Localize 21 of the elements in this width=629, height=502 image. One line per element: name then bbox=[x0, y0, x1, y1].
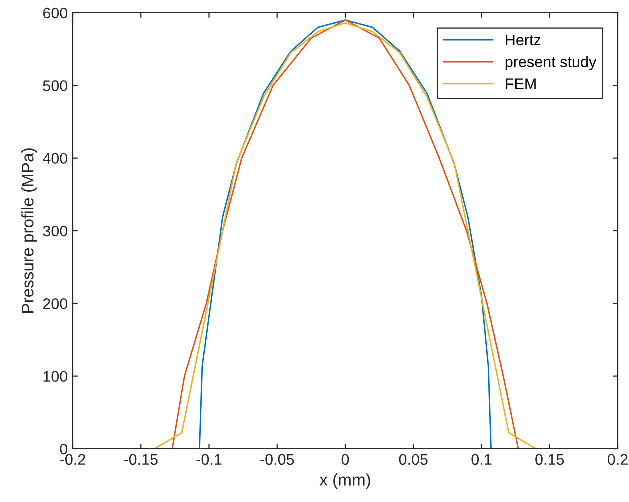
x-tick-label: -0.15 bbox=[124, 454, 158, 466]
legend-label: FEM bbox=[506, 78, 536, 90]
y-tick-label: 200 bbox=[43, 298, 68, 310]
y-tick-label: 600 bbox=[43, 8, 68, 19]
x-tick-label: -0.2 bbox=[60, 454, 86, 466]
y-axis-title: Pressure profile (MPa) bbox=[22, 148, 38, 313]
x-tick-label: 0.15 bbox=[536, 454, 564, 466]
y-tick-label: 0 bbox=[60, 444, 68, 455]
y-tick-label: 400 bbox=[43, 153, 68, 164]
legend-label: Hertz bbox=[506, 34, 541, 46]
legend-label: present study bbox=[506, 56, 597, 71]
y-tick-label: 500 bbox=[43, 80, 68, 92]
y-tick-label: 300 bbox=[43, 226, 68, 237]
y-tick-label: 100 bbox=[44, 371, 68, 382]
x-tick-label: 0.05 bbox=[399, 454, 428, 466]
x-tick-label: 0.1 bbox=[472, 454, 492, 466]
x-tick-label: 0 bbox=[342, 454, 350, 466]
x-tick-label: -0.05 bbox=[260, 454, 294, 466]
x-tick-label: 0.2 bbox=[608, 454, 628, 466]
x-axis-title: x (mm) bbox=[320, 474, 370, 490]
x-tick-label: -0.1 bbox=[196, 454, 222, 466]
